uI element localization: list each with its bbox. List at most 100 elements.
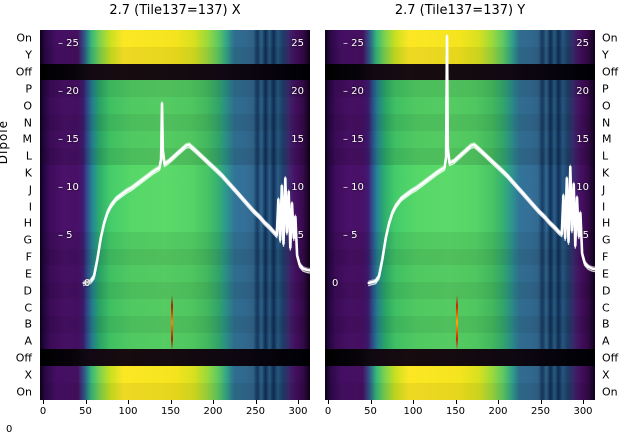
x-tick-150: [455, 400, 457, 404]
x-tick-250: [540, 400, 542, 404]
x-tick-label-150: 150: [160, 406, 181, 417]
heatmap-row-m-6: [40, 130, 310, 148]
heatmap-row-c-16: [40, 299, 310, 316]
dipole-label-right-o-4: O: [602, 99, 611, 113]
heatmap-row-i-10: [40, 198, 310, 215]
inner-tick-right-10: 10: [291, 182, 304, 193]
heatmap-row-b-17: [40, 315, 310, 333]
inner-tick-right-5: 5: [582, 230, 589, 241]
heatmap-row-h-11: [40, 214, 310, 232]
heatmap-row-e-14: [40, 265, 310, 283]
heatmap-row-m-6: [325, 130, 595, 148]
heatmap-row-k-8: [40, 164, 310, 182]
heatmap-row-y-1: [40, 46, 310, 64]
dipole-label-right-i-10: I: [602, 200, 606, 214]
heatmap-row-a-18: [325, 332, 595, 350]
dipole-label-right-j-9: J: [602, 183, 606, 197]
x-tick-label-100: 100: [403, 406, 423, 417]
dipole-label-right-h-11: H: [602, 216, 611, 230]
dipole-label-right-x-20: X: [602, 368, 610, 382]
heatmap-row-k-8: [325, 164, 595, 182]
dipole-label-left-g-12: G: [23, 233, 32, 247]
x-tick-label-300: 300: [288, 406, 308, 417]
heatmap-row-n-5: [40, 114, 310, 131]
heatmap-rows-x: [40, 30, 310, 400]
dipole-label-right-on-0: On: [602, 31, 618, 45]
dipole-label-left-f-13: F: [25, 250, 32, 264]
dipole-label-left-m-6: M: [22, 132, 33, 146]
dipole-label-right-n-5: N: [602, 116, 611, 129]
dipole-label-right-a-18: A: [602, 334, 610, 348]
inner-tick-zero: 0: [332, 278, 339, 289]
dipole-label-left-on-21: On: [16, 385, 32, 399]
dipole-label-left-c-16: C: [24, 301, 32, 314]
heatmap-row-j-9: [40, 181, 310, 199]
heatmap-row-off-2: [325, 63, 595, 81]
inner-tick-right-15: 15: [291, 134, 304, 145]
x-tick-label-200: 200: [203, 406, 223, 417]
heatmap-row-i-10: [325, 198, 595, 215]
x-tick-200: [213, 400, 214, 404]
dipole-label-left-on-0: On: [16, 31, 32, 45]
heatmap-row-d-15: [325, 282, 595, 299]
heatmap-row-o-4: [40, 97, 310, 115]
heatmap-row-f-13: [40, 248, 310, 266]
inner-tick-left-20: – 20: [58, 86, 79, 97]
panel-left-title: 2.7 (Tile137=137) X: [109, 3, 241, 18]
dipole-label-right-m-6: M: [602, 132, 612, 146]
heatmap-row-p-3: [325, 80, 595, 98]
inner-tick-right-20: 20: [291, 86, 304, 97]
x-tick-0: [43, 400, 44, 404]
dipole-label-right-l-7: L: [602, 149, 609, 163]
heatmap-row-b-17: [325, 315, 595, 333]
heatmap-row-j-9: [325, 181, 595, 199]
inner-tick-left-25: – 25: [58, 38, 79, 49]
dipole-label-right-f-13: F: [602, 250, 609, 264]
inner-tick-right-25: 25: [576, 38, 589, 49]
dipole-label-left-e-14: E: [25, 267, 32, 281]
dipole-label-right-c-16: C: [602, 301, 610, 314]
dipole-label-right-y-1: Y: [602, 48, 609, 62]
heatmap-row-l-7: [325, 147, 595, 165]
heatmap-row-off-19: [40, 349, 310, 367]
x-tick-100: [128, 400, 129, 404]
dipole-label-right-g-12: G: [602, 233, 611, 247]
dipole-label-left-i-10: I: [28, 200, 32, 214]
x-tick-label-200: 200: [488, 406, 508, 417]
x-axis-right: 0 50 100 150 200 250 300: [325, 400, 595, 422]
dipole-label-right-off-19: Off: [602, 351, 619, 365]
inner-tick-left-5: – 5: [58, 230, 73, 241]
inner-tick-left-15: – 15: [343, 134, 364, 145]
x-tick-label-250: 250: [245, 406, 266, 417]
heatmap-row-x-20: [325, 366, 595, 384]
dipole-label-left-p-3: P: [25, 82, 32, 96]
inner-tick-right-25: 25: [291, 38, 304, 49]
dipole-label-left-off-19: Off: [15, 351, 32, 365]
heatmap-row-on-0: [40, 30, 310, 47]
heatmap-row-y-1: [325, 46, 595, 64]
inner-tick-left-20: – 20: [343, 86, 364, 97]
dipole-label-left-n-5: N: [23, 116, 32, 129]
dipole-label-right-e-14: E: [602, 267, 609, 281]
dipole-labels-right: On Y Off P O N M L K J I H G F E D C B A Off X On: [599, 0, 639, 440]
panel-right-title: 2.7 (Tile137=137) Y: [394, 3, 526, 18]
corner-zero-label: 0: [6, 424, 13, 435]
x-tick-300: [583, 400, 584, 404]
x-tick-label-0: 0: [324, 406, 332, 417]
dipole-label-left-d-15: D: [23, 284, 32, 298]
x-tick-label-250: 250: [530, 406, 551, 417]
dipole-label-left-off-2: Off: [15, 65, 32, 79]
dipole-label-left-y-1: Y: [25, 48, 32, 62]
dipole-label-right-p-3: P: [602, 82, 609, 96]
dipole-label-left-a-18: A: [24, 334, 32, 348]
x-tick-100: [413, 400, 414, 404]
x-tick-50: [370, 400, 372, 404]
heatmap-row-n-5: [325, 114, 595, 131]
x-tick-label-50: 50: [364, 406, 377, 417]
inner-tick-left-5: – 5: [343, 230, 358, 241]
heatmap-row-d-15: [40, 282, 310, 299]
dipole-label-left-o-4: O: [23, 99, 32, 113]
inner-tick-right-10: 10: [576, 182, 589, 193]
inner-tick-left-10: – 10: [343, 182, 364, 193]
